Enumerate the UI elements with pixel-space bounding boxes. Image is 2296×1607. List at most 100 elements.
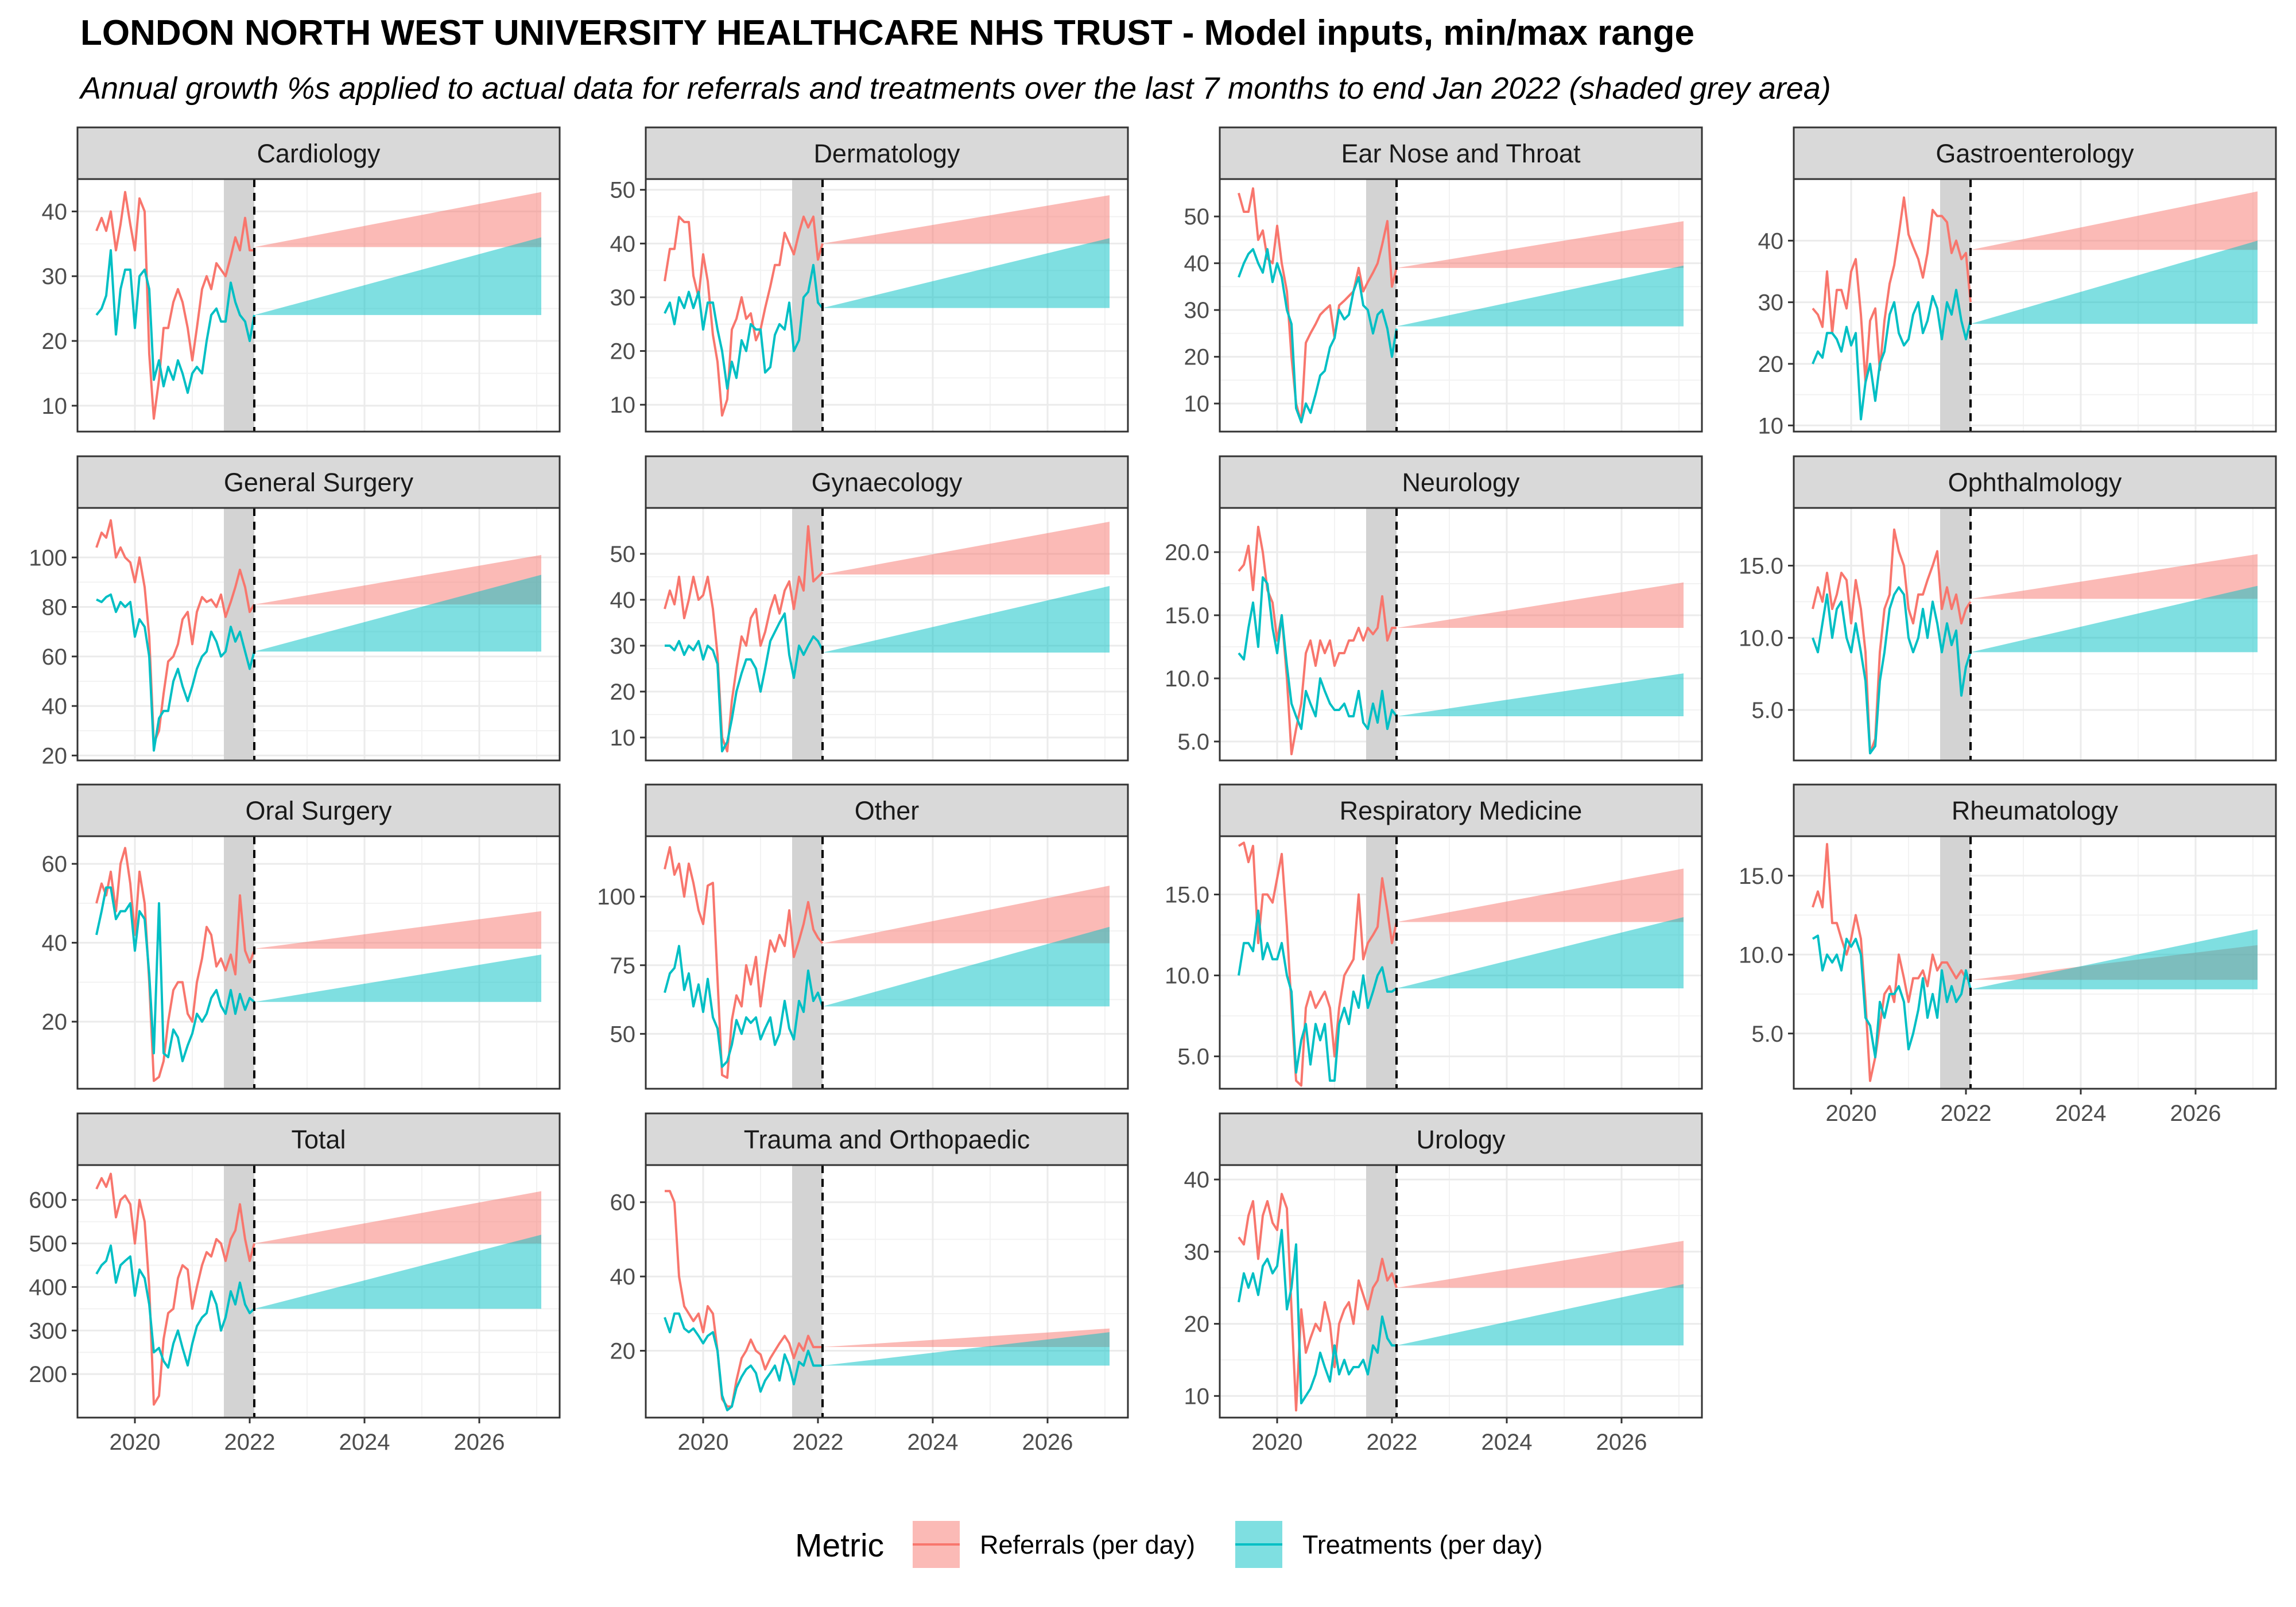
facet-title: Urology — [1416, 1125, 1506, 1154]
facet-strip — [76, 126, 561, 180]
y-tick-label: 30 — [1184, 1240, 1210, 1265]
y-tick-label: 200 — [29, 1362, 67, 1387]
y-tick-label: 40 — [42, 199, 68, 224]
treatments-line — [95, 1244, 255, 1369]
referrals-range-band — [1397, 582, 1684, 628]
y-tick-label: 20 — [610, 339, 636, 364]
x-tick-label: 2022 — [1367, 1430, 1418, 1455]
treatments-line — [95, 249, 255, 394]
facet-title: General Surgery — [224, 468, 414, 497]
facet-neurology: Neurology 5.0 10.0 15.0 20.0 — [1165, 455, 1703, 762]
facet-title: Oral Surgery — [245, 796, 392, 825]
panel-content — [646, 179, 1128, 432]
y-tick-label: 15.0 — [1739, 864, 1783, 889]
y-tick-label: 10.0 — [1165, 964, 1209, 989]
chart-subtitle: Annual growth %s applied to actual data … — [79, 71, 1831, 106]
y-tick-label: 20 — [42, 329, 68, 354]
panel-content — [646, 508, 1128, 760]
panel-content — [1794, 836, 2276, 1089]
treatments-line — [1238, 1229, 1397, 1404]
referrals-range-band — [1397, 221, 1684, 268]
panel-content — [646, 1165, 1128, 1418]
panel-content — [1220, 508, 1702, 760]
facet-oral-surgery: Oral Surgery 20 40 60 — [42, 783, 561, 1090]
referrals-line — [1238, 1193, 1398, 1412]
treatments-range-band — [823, 1332, 1110, 1366]
referrals-line — [665, 1190, 823, 1408]
facet-title: Neurology — [1402, 468, 1520, 497]
facet-strip — [645, 1112, 1129, 1166]
panel-border — [1793, 835, 2277, 1090]
treatments-line — [665, 612, 824, 752]
y-tick-label: 60 — [42, 645, 68, 670]
facet-other: Other 50 75 100 — [597, 783, 1129, 1090]
treatments-line — [664, 1312, 823, 1412]
y-tick-label: 10.0 — [1739, 942, 1783, 968]
x-tick-label: 2026 — [454, 1430, 505, 1455]
x-tick-label: 2022 — [1941, 1101, 1992, 1126]
facet-title: Total — [291, 1125, 346, 1154]
panel-border — [1793, 507, 2277, 762]
referrals-range-band — [1971, 554, 2258, 599]
facet-strip — [76, 783, 561, 837]
y-tick-label: 500 — [29, 1232, 67, 1257]
chart-title: LONDON NORTH WEST UNIVERSITY HEALTHCARE … — [80, 13, 1694, 53]
treatments-range-band — [1397, 917, 1684, 989]
facet-title: Rheumatology — [1952, 796, 2119, 825]
y-tick-label: 40 — [610, 588, 636, 613]
y-tick-label: 100 — [597, 884, 635, 910]
treatments-range-band — [1971, 240, 2258, 324]
treatments-range-band — [823, 586, 1110, 653]
shaded-period — [224, 179, 254, 432]
y-tick-label: 600 — [29, 1188, 67, 1213]
facet-rheumatology: Rheumatology 5.0 10.0 15.0 2020 2022 2024 2026 — [1739, 783, 2277, 1126]
panel-content — [1794, 508, 2276, 760]
shaded-period — [792, 179, 823, 432]
y-tick-label: 60 — [610, 1190, 636, 1216]
y-tick-label: 5.0 — [1751, 698, 1783, 723]
facet-gynaecology: Gynaecology 10 20 30 40 50 — [610, 455, 1129, 762]
x-tick-label: 2024 — [1481, 1430, 1533, 1455]
y-tick-label: 40 — [1184, 251, 1210, 277]
facet-title: Respiratory Medicine — [1340, 796, 1583, 825]
x-tick-label: 2024 — [907, 1430, 959, 1455]
referrals-line — [1238, 526, 1397, 755]
treatments-line — [1812, 289, 1972, 421]
panel-border — [1793, 178, 2277, 433]
treatments-range-band — [823, 926, 1110, 1007]
legend: Metric Referrals (per day) Treatments (p… — [795, 1521, 1542, 1568]
treatments-line — [664, 263, 824, 390]
treatments-line — [664, 945, 824, 1068]
treatments-range-band — [1397, 1284, 1684, 1346]
y-tick-label: 10.0 — [1165, 666, 1209, 692]
panel-content — [77, 508, 560, 760]
shaded-period — [1940, 179, 1971, 432]
panel-background — [1220, 508, 1702, 760]
y-tick-label: 30 — [42, 264, 68, 289]
y-tick-label: 5.0 — [1751, 1022, 1783, 1047]
facet-title: Ophthalmology — [1948, 468, 2122, 497]
treatments-line — [95, 886, 255, 1062]
treatments-range-band — [254, 954, 541, 1002]
y-tick-label: 10 — [1758, 413, 1784, 438]
panel-content — [77, 1165, 560, 1418]
y-tick-label: 50 — [610, 178, 636, 203]
facet-title: Gastroenterology — [1936, 139, 2134, 168]
x-tick-label: 2020 — [1252, 1430, 1303, 1455]
referrals-range-band — [1397, 868, 1684, 922]
panel-border — [645, 1164, 1129, 1419]
y-tick-label: 40 — [42, 931, 68, 956]
y-tick-label: 100 — [29, 545, 67, 570]
facet-strip — [76, 1112, 561, 1166]
y-tick-label: 40 — [610, 231, 636, 257]
y-tick-label: 30 — [610, 634, 636, 659]
panel-border — [76, 1164, 561, 1419]
x-tick-label: 2020 — [1826, 1101, 1877, 1126]
y-tick-label: 20.0 — [1165, 540, 1209, 565]
x-tick-label: 2022 — [793, 1430, 844, 1455]
y-tick-label: 75 — [610, 953, 636, 979]
panel-border — [1219, 1164, 1703, 1419]
referrals-line — [95, 1173, 255, 1406]
y-tick-label: 50 — [1184, 204, 1210, 230]
